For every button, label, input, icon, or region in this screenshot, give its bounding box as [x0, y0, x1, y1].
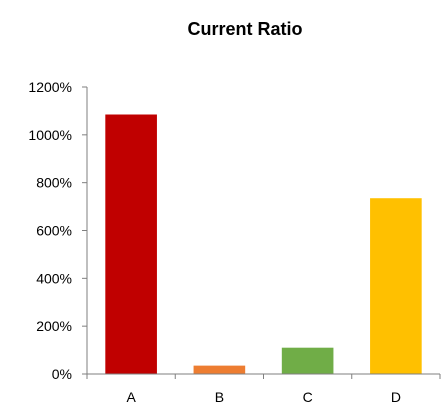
y-tick-label: 0%	[52, 366, 72, 382]
y-tick-label: 800%	[36, 175, 72, 191]
x-tick-label: A	[126, 389, 136, 405]
x-tick-label: D	[391, 389, 401, 405]
x-tick-label: B	[215, 389, 224, 405]
x-axis: A B C D	[82, 373, 441, 405]
y-tick-label: 400%	[36, 270, 72, 286]
bar-d	[370, 198, 422, 374]
y-tick-label: 600%	[36, 223, 72, 239]
y-tick-label: 1000%	[28, 127, 72, 143]
y-axis: 0% 200% 400% 600% 800% 1000% 1200%	[28, 79, 88, 382]
bar-a	[105, 114, 157, 375]
bars	[105, 114, 422, 375]
y-tick-label: 200%	[36, 318, 72, 334]
bar-c	[281, 347, 334, 374]
x-tick-label: C	[303, 389, 313, 405]
chart-title: Current Ratio	[187, 19, 302, 39]
bar-b	[193, 365, 246, 374]
y-tick-label: 1200%	[28, 79, 72, 95]
